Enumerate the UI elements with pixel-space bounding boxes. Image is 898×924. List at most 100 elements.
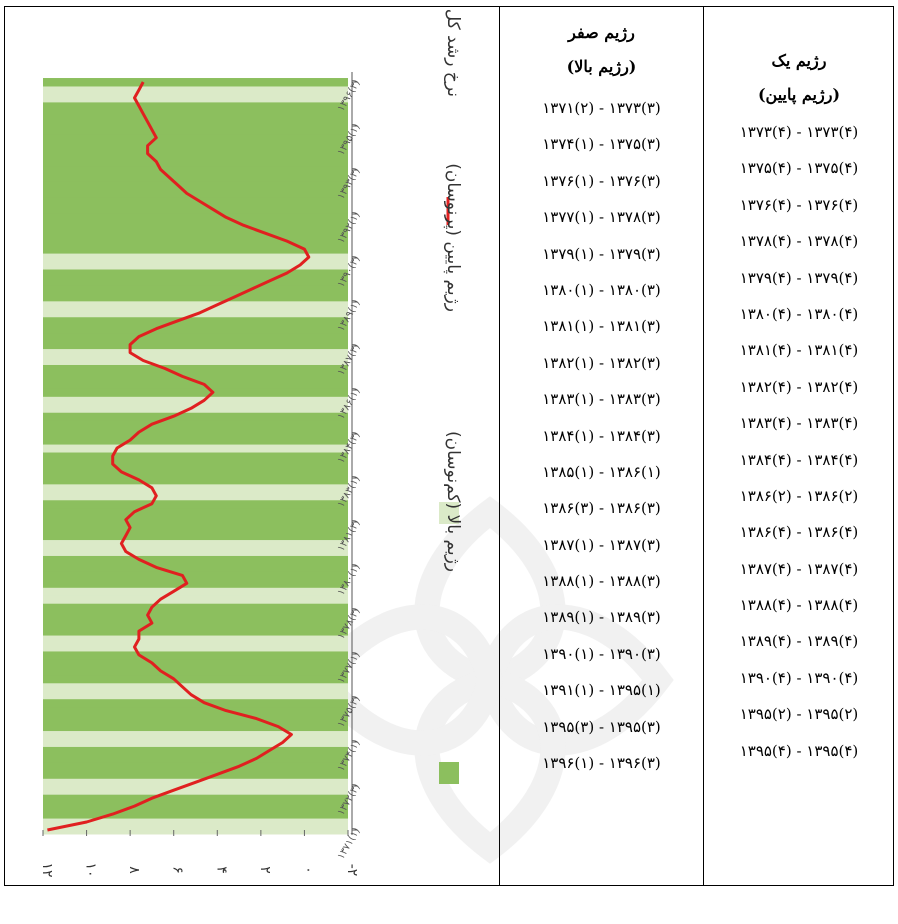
regime-band: [43, 483, 348, 493]
regime-one-period: ۱۳۷۸(۴) - ۱۳۷۸(۴): [739, 232, 859, 251]
regime-one-period: ۱۳۹۰(۴) - ۱۳۹۰(۴): [739, 668, 859, 687]
regime-one-period: ۱۳۹۵(۴) - ۱۳۹۵(۴): [739, 741, 859, 760]
table-frame: [4, 6, 894, 886]
regime-band: [43, 738, 348, 747]
column-divider: [703, 6, 704, 886]
value-tick-label: ۸: [126, 866, 142, 874]
regime-band: [43, 531, 348, 541]
regime-band: [43, 619, 348, 628]
regime-band: [43, 475, 348, 485]
regime-band: [43, 173, 348, 182]
regime-zero-period: ۱۳۸۱(۱) - ۱۳۸۱(۳): [542, 317, 661, 336]
regime-band: [43, 348, 348, 358]
regime-band: [43, 388, 348, 397]
regime-zero-subtitle: (رژیم بالا): [566, 57, 637, 76]
regime-one-period: ۱۳۸۷(۴) - ۱۳۸۷(۴): [739, 559, 859, 578]
regime-band: [43, 595, 348, 604]
regime-band: [43, 571, 348, 580]
regime-band: [43, 810, 348, 819]
regime-band: [43, 794, 348, 803]
regime-band: [43, 818, 348, 827]
regime-one-period: ۱۳۷۳(۴) - ۱۳۷۳(۴): [739, 123, 859, 141]
regime-band: [43, 181, 348, 190]
regime-zero-period: ۱۳۹۶(۱) - ۱۳۹۶(۳): [542, 754, 661, 773]
regime-one-period: ۱۳۸۳(۴) - ۱۳۸۳(۴): [739, 414, 859, 433]
regime-band: [43, 666, 348, 676]
regime-band: [43, 300, 348, 310]
regime-band: [43, 237, 348, 246]
regime-zero-period: ۱۳۷۷(۱) - ۱۳۷۸(۳): [542, 208, 661, 227]
regime-band: [43, 85, 348, 95]
regime-one-subtitle: (رژیم پایین): [757, 85, 841, 104]
regime-band: [43, 730, 348, 739]
regime-one-period: ۱۳۸۶(۴) - ۱۳۸۶(۴): [739, 523, 859, 542]
regime-band: [43, 93, 348, 103]
regime-band: [43, 332, 348, 342]
regime-band: [43, 674, 348, 684]
regime-band: [43, 436, 348, 445]
regime-band: [43, 452, 348, 461]
regime-band: [43, 459, 348, 469]
regime-band: [43, 420, 348, 429]
regime-one-period: ۱۳۸۲(۴) - ۱۳۸۲(۴): [739, 377, 859, 396]
regime-one-period: ۱۳۸۱(۴) - ۱۳۸۱(۴): [739, 341, 859, 360]
regime-band: [43, 722, 348, 732]
column-divider: [499, 6, 500, 886]
regime-band: [43, 261, 348, 270]
regime-band: [43, 221, 348, 230]
regime-band: [43, 499, 348, 509]
regime-band: [43, 213, 348, 222]
regime-zero-period: ۱۳۹۵(۳) - ۱۳۹۵(۳): [542, 717, 661, 736]
watermark-logo: [306, 496, 674, 864]
regime-band: [43, 643, 348, 652]
regime-band: [43, 762, 348, 771]
regime-band: [43, 611, 348, 620]
regime-band: [43, 197, 348, 206]
regime-band: [43, 284, 348, 294]
regime-band: [43, 269, 348, 278]
regime-band: [43, 786, 348, 795]
regime-band: [43, 515, 348, 525]
regime-zero-period: ۱۳۸۸(۱) - ۱۳۸۸(۳): [542, 572, 661, 591]
regime-one-period: ۱۳۹۵(۲) - ۱۳۹۵(۲): [739, 705, 859, 724]
regime-one-period: ۱۳۸۶(۲) - ۱۳۸۶(۲): [739, 486, 859, 505]
regime-band: [43, 706, 348, 716]
regime-growth-chart: -۲۰۲۴۶۸۱۰۱۲۱۳۷۱(۱)۱۳۷۲(۳)۱۳۷۴(۱)۱۳۷۵(۳)۱…: [39, 9, 463, 878]
legend-label: رژیم بالا (کم‌نوسان): [443, 431, 463, 572]
value-tick-label: ۴: [213, 866, 229, 874]
regime-one-period: ۱۳۸۹(۴) - ۱۳۸۹(۴): [739, 632, 859, 651]
regime-band: [43, 658, 348, 668]
regime-one-period: ۱۳۷۶(۴) - ۱۳۷۶(۴): [739, 195, 859, 214]
regime-band: [43, 189, 348, 198]
growth-rate-line: [47, 81, 311, 832]
regime-band: [43, 523, 348, 533]
regime-band: [43, 141, 348, 151]
regime-band: [43, 149, 348, 159]
regime-zero-period: ۱۳۸۴(۱) - ۱۳۸۴(۳): [542, 426, 661, 445]
regime-zero-period: ۱۳۷۱(۲) - ۱۳۷۳(۳): [542, 99, 661, 117]
regime-one-list: ۱۳۷۳(۴) - ۱۳۷۳(۴) ۱۳۷۵(۴) - ۱۳۷۵(۴) ۱۳۷۶(۴…: [704, 114, 894, 769]
regime-zero-period: ۱۳۷۴(۱) - ۱۳۷۵(۳): [542, 135, 661, 154]
legend-label: رژیم پایین (پرنوسان): [443, 163, 463, 312]
regime-zero-period: ۱۳۸۶(۳) - ۱۳۸۶(۳): [542, 499, 661, 518]
regime-one-period: ۱۳۸۰(۴) - ۱۳۸۰(۴): [739, 304, 859, 323]
regime-zero-period: ۱۳۹۰(۱) - ۱۳۹۰(۳): [542, 644, 661, 663]
regime-band: [43, 78, 348, 87]
legend-box-swatch: [439, 502, 459, 524]
regime-band: [43, 746, 348, 755]
regime-one-column: رژیم یک (رژیم پایین) ۱۳۷۳(۴) - ۱۳۷۳(۴) ۱۳…: [704, 6, 894, 924]
regime-zero-column: رژیم صفر (رژیم بالا) ۱۳۷۱(۲) - ۱۳۷۳(۳) ۱۳…: [500, 6, 703, 896]
regime-band: [43, 101, 348, 111]
regime-zero-period: ۱۳۷۹(۱) - ۱۳۷۹(۳): [542, 244, 661, 263]
regime-band: [43, 539, 348, 549]
regime-band: [43, 165, 348, 175]
regime-band: [43, 428, 348, 437]
regime-band: [43, 555, 348, 564]
regime-band: [43, 770, 348, 779]
regime-band: [43, 714, 348, 724]
regime-band: [43, 650, 348, 660]
regime-band: [43, 380, 348, 389]
regime-band: [43, 412, 348, 421]
regime-zero-title: رژیم صفر: [568, 23, 635, 42]
regime-band: [43, 372, 348, 381]
